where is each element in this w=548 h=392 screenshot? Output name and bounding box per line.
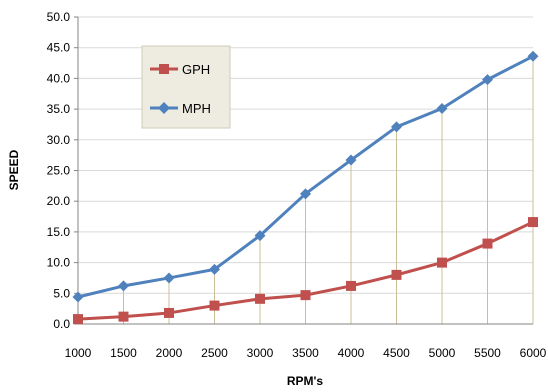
y-tick-label-10: 50.0 bbox=[47, 10, 71, 24]
x-tick-label-4: 3000 bbox=[247, 346, 274, 360]
point-mph-0 bbox=[72, 291, 84, 303]
point-gph-0 bbox=[73, 314, 83, 325]
legend-label-gph: GPH bbox=[182, 62, 210, 77]
y-tick-label-7: 35.0 bbox=[47, 102, 71, 116]
y-axis-title: SPEED bbox=[7, 149, 21, 190]
y-tick-label-3: 15.0 bbox=[47, 225, 71, 239]
y-tick-label-2: 10.0 bbox=[47, 256, 71, 270]
legend-marker-mph bbox=[158, 102, 170, 114]
point-mph-1 bbox=[118, 280, 129, 292]
x-tick-label-6: 4000 bbox=[338, 346, 365, 360]
point-gph-9 bbox=[482, 238, 493, 249]
y-tick-label-5: 25.0 bbox=[47, 164, 71, 178]
point-gph-8 bbox=[437, 257, 447, 268]
x-tick-label-10: 6000 bbox=[520, 346, 547, 360]
point-mph-10 bbox=[527, 50, 539, 62]
legend: GPH MPH bbox=[141, 45, 231, 129]
point-gph-1 bbox=[118, 311, 129, 322]
legend-item-gph: GPH bbox=[150, 62, 210, 77]
point-gph-7 bbox=[391, 269, 402, 280]
point-mph-2 bbox=[163, 272, 175, 284]
y-tick-label-6: 30.0 bbox=[47, 133, 71, 147]
point-gph-2 bbox=[164, 307, 174, 318]
legend-item-mph: MPH bbox=[150, 101, 211, 116]
x-tick-label-8: 5000 bbox=[429, 346, 456, 360]
axes bbox=[74, 16, 533, 325]
point-mph-3 bbox=[209, 263, 220, 275]
point-gph-4 bbox=[255, 293, 265, 304]
y-tick-label-9: 45.0 bbox=[47, 41, 71, 55]
series bbox=[72, 50, 539, 325]
point-gph-5 bbox=[300, 290, 311, 301]
y-tick-label-1: 5.0 bbox=[53, 286, 70, 300]
y-tick-label-8: 40.0 bbox=[47, 71, 71, 85]
point-mph-4 bbox=[254, 230, 266, 242]
x-tick-label-9: 5500 bbox=[474, 346, 501, 360]
x-tick-label-2: 2000 bbox=[156, 346, 183, 360]
point-gph-6 bbox=[346, 280, 356, 291]
legend-label-mph: MPH bbox=[182, 101, 211, 116]
x-tick-label-1: 1500 bbox=[110, 346, 137, 360]
x-tick-label-7: 4500 bbox=[383, 346, 410, 360]
x-axis-title: RPM's bbox=[287, 374, 324, 388]
point-mph-8 bbox=[436, 102, 448, 114]
point-mph-6 bbox=[345, 154, 357, 166]
point-mph-9 bbox=[482, 74, 493, 86]
point-mph-5 bbox=[300, 188, 311, 200]
point-mph-7 bbox=[391, 121, 402, 133]
y-tick-label-0: 0.0 bbox=[53, 317, 70, 331]
point-gph-10 bbox=[528, 217, 538, 228]
x-tick-label-3: 2500 bbox=[201, 346, 228, 360]
y-tick-label-4: 20.0 bbox=[47, 194, 71, 208]
x-tick-label-0: 1000 bbox=[65, 346, 92, 360]
legend-box bbox=[141, 45, 231, 129]
y-tick-labels: 0.0 5.0 10.0 15.0 20.0 25.0 30.0 35.0 40.0 45.0 50… bbox=[47, 10, 71, 331]
x-tick-labels: 1000 1500 2000 2500 3000 3500 4000 4500 5000 5500… bbox=[65, 346, 547, 360]
legend-marker-gph bbox=[159, 64, 169, 74]
x-tick-label-5: 3500 bbox=[292, 346, 319, 360]
point-gph-3 bbox=[209, 300, 220, 311]
